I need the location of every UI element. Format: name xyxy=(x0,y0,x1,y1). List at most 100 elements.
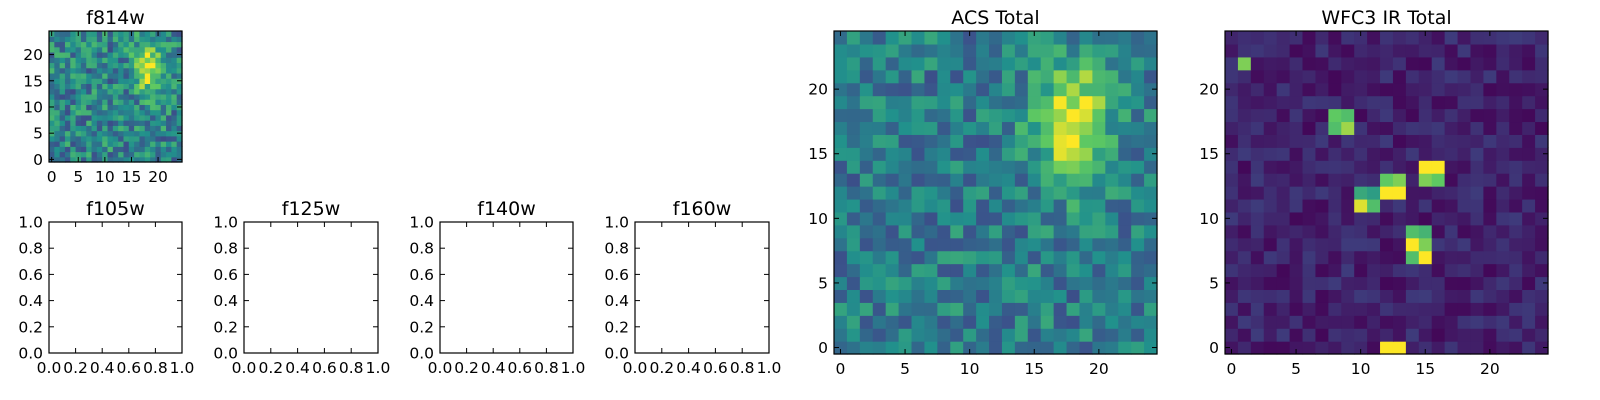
heatmap-cell xyxy=(139,41,146,48)
heatmap-cell xyxy=(1470,289,1484,303)
heatmap-cell xyxy=(1001,263,1016,278)
heatmap-cell xyxy=(911,160,926,174)
heatmap-cell xyxy=(963,82,977,97)
heatmap-cell xyxy=(54,62,61,69)
heatmap-cell xyxy=(155,120,162,126)
heatmap-cell xyxy=(1263,250,1278,265)
heatmap-cell xyxy=(885,160,900,174)
heatmap-cell xyxy=(1053,108,1068,123)
heatmap-cell xyxy=(1328,250,1342,265)
heatmap-cell xyxy=(118,31,125,37)
heatmap-cell xyxy=(1444,56,1459,71)
heatmap-cell xyxy=(134,41,141,48)
heatmap-cell xyxy=(1367,82,1381,97)
heatmap-cell xyxy=(950,250,964,265)
heatmap-cell xyxy=(1444,211,1459,226)
heatmap-cell xyxy=(70,104,77,111)
heatmap-cell xyxy=(1457,198,1472,213)
heatmap-cell xyxy=(1302,108,1317,123)
heatmap-cell xyxy=(1444,224,1459,239)
heatmap-cell xyxy=(1509,160,1523,174)
heatmap-cell xyxy=(1276,56,1291,71)
heatmap-cell xyxy=(155,135,162,142)
heatmap-cell xyxy=(49,36,55,43)
heatmap-cell xyxy=(1237,263,1252,278)
heatmap-cell xyxy=(1040,198,1055,213)
heatmap-cell xyxy=(950,108,964,123)
x-tick-label: 10 xyxy=(1351,360,1371,378)
heatmap-cell xyxy=(112,31,119,37)
heatmap-cell xyxy=(1105,121,1119,135)
heatmap-cell xyxy=(1225,224,1239,239)
heatmap-cell xyxy=(1225,328,1239,342)
heatmap-cell xyxy=(1040,224,1055,239)
heatmap-cell xyxy=(885,224,900,239)
heatmap-cell xyxy=(102,99,109,105)
heatmap-cell xyxy=(976,224,990,239)
heatmap-cell xyxy=(1289,160,1304,174)
heatmap-cell xyxy=(123,36,130,43)
heatmap-cell xyxy=(950,237,964,252)
heatmap-cell xyxy=(1535,341,1549,355)
heatmap-cell xyxy=(1328,82,1342,97)
heatmap-cell xyxy=(1118,160,1132,174)
heatmap-cell xyxy=(989,237,1003,252)
heatmap-cell xyxy=(859,108,874,123)
heatmap-cell xyxy=(1302,315,1317,329)
heatmap-cell xyxy=(1535,95,1549,110)
heatmap-cell xyxy=(963,211,977,226)
heatmap-cell xyxy=(872,31,887,45)
heatmap-cell xyxy=(859,198,874,213)
heatmap-cell xyxy=(846,173,861,187)
heatmap-cell xyxy=(1276,211,1291,226)
heatmap-cell xyxy=(134,141,141,147)
heatmap-cell xyxy=(1263,328,1278,342)
heatmap-cell xyxy=(937,147,951,161)
heatmap-cell xyxy=(1354,173,1368,187)
heatmap-cell xyxy=(144,93,151,100)
heatmap-cell xyxy=(166,104,172,111)
heatmap-cell xyxy=(128,114,135,121)
heatmap-cell xyxy=(1066,250,1081,265)
heatmap-cell xyxy=(898,211,913,226)
heatmap-cell xyxy=(834,302,848,316)
heatmap-cell xyxy=(1144,95,1158,110)
heatmap-cell xyxy=(128,135,135,142)
heatmap-cell xyxy=(1535,211,1549,226)
heatmap-cell xyxy=(1263,302,1278,316)
heatmap-cell xyxy=(134,130,141,137)
heatmap-cell xyxy=(1457,134,1472,148)
x-tick-label: 0.2 xyxy=(454,359,479,377)
heatmap-cell xyxy=(1444,108,1459,123)
heatmap-cell xyxy=(834,108,848,123)
heatmap-cell xyxy=(1380,263,1394,278)
heatmap-cell xyxy=(1237,82,1252,97)
heatmap-cell xyxy=(171,62,178,69)
heatmap-cell xyxy=(1509,186,1523,200)
heatmap-cell xyxy=(1302,56,1317,71)
heatmap-cell xyxy=(963,69,977,84)
heatmap-cell xyxy=(963,250,977,265)
heatmap-cell xyxy=(1131,224,1145,239)
heatmap-cell xyxy=(1535,173,1549,187)
heatmap-cell xyxy=(1405,56,1420,71)
heatmap-cell xyxy=(144,151,151,158)
heatmap-cell xyxy=(1079,173,1093,187)
heatmap-cell xyxy=(1496,211,1510,226)
heatmap-cell xyxy=(49,151,55,158)
heatmap-cell xyxy=(846,250,861,265)
heatmap-cell xyxy=(64,109,71,116)
heatmap-cell xyxy=(1027,302,1042,316)
heatmap-cell xyxy=(1289,211,1304,226)
heatmap-cell xyxy=(846,147,861,161)
heatmap-cell xyxy=(1225,289,1239,303)
heatmap-cell xyxy=(1418,224,1433,239)
heatmap-cell xyxy=(1027,43,1042,58)
heatmap-cell xyxy=(54,156,61,163)
heatmap-cell xyxy=(1315,237,1329,252)
heatmap-cell xyxy=(1040,121,1055,135)
heatmap-cell xyxy=(1509,147,1523,161)
heatmap-cell xyxy=(112,72,119,79)
heatmap-cell xyxy=(139,109,146,116)
heatmap-cell xyxy=(989,315,1003,329)
